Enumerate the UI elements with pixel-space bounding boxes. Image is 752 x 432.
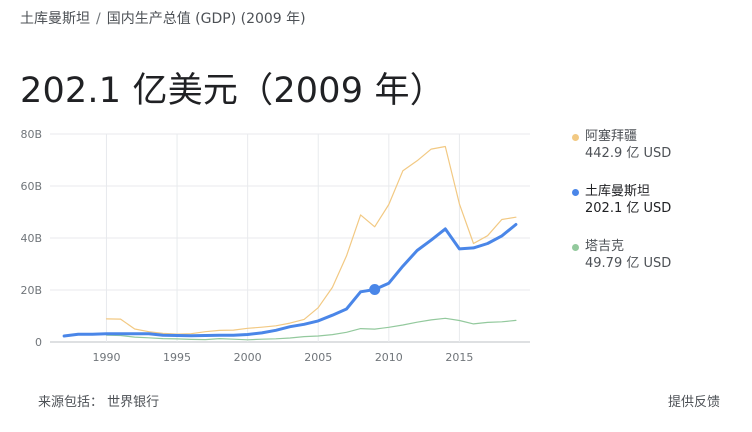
breadcrumb: 土库曼斯坦 / 国内生产总值 (GDP) (2009 年) <box>20 8 306 28</box>
x-tick-label: 1990 <box>92 351 120 364</box>
breadcrumb-country-link[interactable]: 土库曼斯坦 <box>20 11 90 27</box>
legend-item-turkmenistan[interactable]: 土库曼斯坦 202.1 亿 USD <box>572 183 742 218</box>
legend-dot-turkmenistan <box>572 189 579 196</box>
y-tick-label: 0 <box>35 336 42 349</box>
legend-dot-tajikistan <box>572 244 579 251</box>
page-title: 202.1 亿美元（2009 年） <box>20 71 445 111</box>
legend-item-tajikistan[interactable]: 塔吉克 49.79 亿 USD <box>572 238 742 273</box>
source-note: 来源包括： 世界银行 <box>38 395 160 410</box>
legend-name: 土库曼斯坦 <box>585 184 651 199</box>
x-tick-label: 1995 <box>163 351 191 364</box>
feedback-link[interactable]: 提供反馈 <box>667 395 720 410</box>
x-tick-label: 2005 <box>304 351 332 364</box>
y-tick-label: 80B <box>20 128 42 141</box>
legend: 阿塞拜疆 442.9 亿 USD 土库曼斯坦 202.1 亿 USD 塔吉克 4… <box>572 128 742 293</box>
y-tick-label: 40B <box>20 232 42 245</box>
legend-dot-azerbaijan <box>572 134 579 141</box>
x-tick-label: 2000 <box>234 351 262 364</box>
legend-value: 49.79 亿 USD <box>585 256 672 271</box>
legend-item-azerbaijan[interactable]: 阿塞拜疆 442.9 亿 USD <box>572 128 742 163</box>
legend-value: 442.9 亿 USD <box>585 146 672 161</box>
breadcrumb-indicator: 国内生产总值 (GDP) (2009 年) <box>106 11 306 27</box>
y-tick-label: 60B <box>20 180 42 193</box>
y-tick-label: 20B <box>20 284 42 297</box>
highlight-point <box>369 283 381 295</box>
x-tick-label: 2015 <box>445 351 473 364</box>
legend-value: 202.1 亿 USD <box>585 201 672 216</box>
legend-name: 阿塞拜疆 <box>585 129 638 144</box>
gdp-line-chart[interactable]: 0 20B 40B 60B 80B 1990 1995 2000 2005 2010 2015 <box>0 120 560 370</box>
breadcrumb-separator: / <box>96 11 101 27</box>
x-tick-label: 2010 <box>375 351 403 364</box>
series-line-2[interactable] <box>105 317 517 341</box>
legend-name: 塔吉克 <box>585 239 625 254</box>
series-line-1[interactable] <box>62 223 518 338</box>
